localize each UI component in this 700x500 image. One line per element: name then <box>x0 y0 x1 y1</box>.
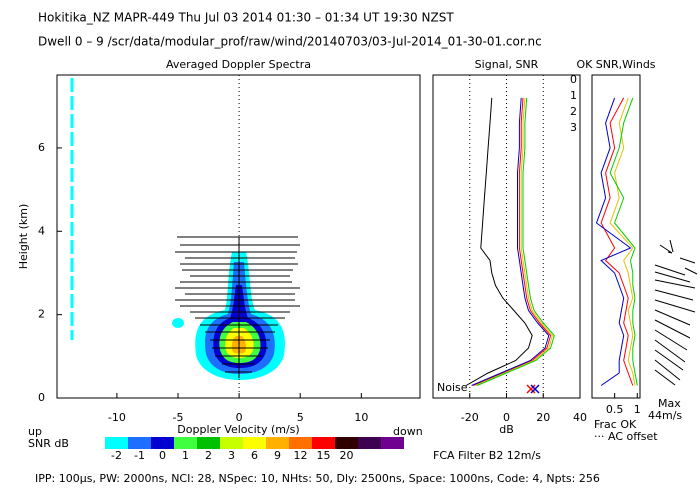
x-axis-label: dB <box>499 423 514 436</box>
max-label: Max <box>658 397 681 410</box>
y-tick-label: 0 <box>38 391 45 404</box>
colorbar-tick-label: 2 <box>205 449 212 462</box>
noise-markers <box>526 384 540 394</box>
marker <box>530 384 540 394</box>
plot-frame <box>591 74 641 399</box>
x-tick-label: 1 <box>634 403 641 416</box>
colorbar-swatch <box>266 437 289 449</box>
colorbar-tick-label: 9 <box>274 449 281 462</box>
colorbar-swatch <box>381 437 404 449</box>
x-tick-label: -10 <box>108 411 126 424</box>
colorbar-tick-label: 6 <box>251 449 258 462</box>
profile-line <box>473 97 552 386</box>
x-left-label: up <box>28 425 42 438</box>
colorbar-tick-label: 3 <box>228 449 235 462</box>
y-tick-label: 2 <box>38 308 45 321</box>
x-tick-label: 0.5 <box>606 403 624 416</box>
colorbar-swatch <box>151 437 174 449</box>
colorbar-tick-label: 15 <box>317 449 331 462</box>
x-tick-label: 0 <box>236 411 243 424</box>
y-tick-label: 6 <box>38 141 45 154</box>
max-value: 44m/s <box>648 409 682 422</box>
filter-label: FCA Filter B2 12m/s <box>433 449 541 462</box>
x-right-label: down <box>393 425 423 438</box>
colorbar-tick-label: -1 <box>134 449 145 462</box>
x-axis-label: Frac OK <box>594 418 637 431</box>
colorbar-tick-label: 12 <box>294 449 308 462</box>
profile-line <box>476 97 555 386</box>
note: ··· AC offset <box>594 430 658 443</box>
x-tick-label: 0 <box>503 411 510 424</box>
plot-frame <box>56 74 421 399</box>
y-axis-label: Height (km) <box>17 204 30 270</box>
spectra-contours <box>70 78 300 380</box>
colorbar-swatch <box>128 437 151 449</box>
marker <box>526 384 536 394</box>
legend-label: 3 <box>570 121 577 134</box>
colorbar-swatch <box>358 437 381 449</box>
header-subtitle: Dwell 0 – 9 /scr/data/modular_prof/raw/w… <box>38 35 542 49</box>
colorbar-swatch <box>220 437 243 449</box>
colorbar-swatch <box>105 437 128 449</box>
colorbar-tick-label: 20 <box>340 449 354 462</box>
x-axis-label: Doppler Velocity (m/s) <box>177 423 299 436</box>
profile-line <box>595 97 632 386</box>
wind-arrows <box>654 239 698 386</box>
header-title: Hokitika_NZ MAPR-449 Thu Jul 03 2014 01:… <box>38 11 454 25</box>
colorbar-label: SNR dB <box>28 437 69 450</box>
profile-line <box>609 97 638 386</box>
colorbar-swatch <box>197 437 220 449</box>
legend-label: 2 <box>570 105 577 118</box>
x-tick-label: 5 <box>297 411 304 424</box>
colorbar-tick-label: -2 <box>111 449 122 462</box>
x-tick-label: 10 <box>354 411 368 424</box>
x-tick-label: -5 <box>173 411 184 424</box>
colorbar-swatch <box>243 437 266 449</box>
panel-title: OK SNR,Winds <box>576 58 655 71</box>
params-label: IPP: 100µs, PW: 2000ns, NCI: 28, NSpec: … <box>35 472 600 485</box>
colorbar-swatch <box>335 437 358 449</box>
profile-line <box>475 97 553 386</box>
contour <box>172 318 184 328</box>
panel-title: Signal, SNR <box>475 58 539 71</box>
profile-line <box>600 97 634 386</box>
colorbar-swatch <box>174 437 197 449</box>
legend-label: 1 <box>570 89 577 102</box>
x-tick-label: -20 <box>461 411 479 424</box>
x-tick-label: 40 <box>573 411 587 424</box>
colorbar-tick-label: 1 <box>182 449 189 462</box>
colorbar-tick-label: 0 <box>159 449 166 462</box>
profile-line <box>471 97 550 386</box>
panel-title: Averaged Doppler Spectra <box>166 58 311 71</box>
colorbar-swatch <box>289 437 312 449</box>
y-tick-label: 4 <box>38 224 45 237</box>
x-tick-label: 20 <box>536 411 550 424</box>
colorbar-swatch <box>312 437 335 449</box>
annotation: Noise <box>437 381 468 394</box>
legend-label: 0 <box>570 73 577 86</box>
profile-line <box>465 97 533 386</box>
profile-line <box>609 97 636 386</box>
